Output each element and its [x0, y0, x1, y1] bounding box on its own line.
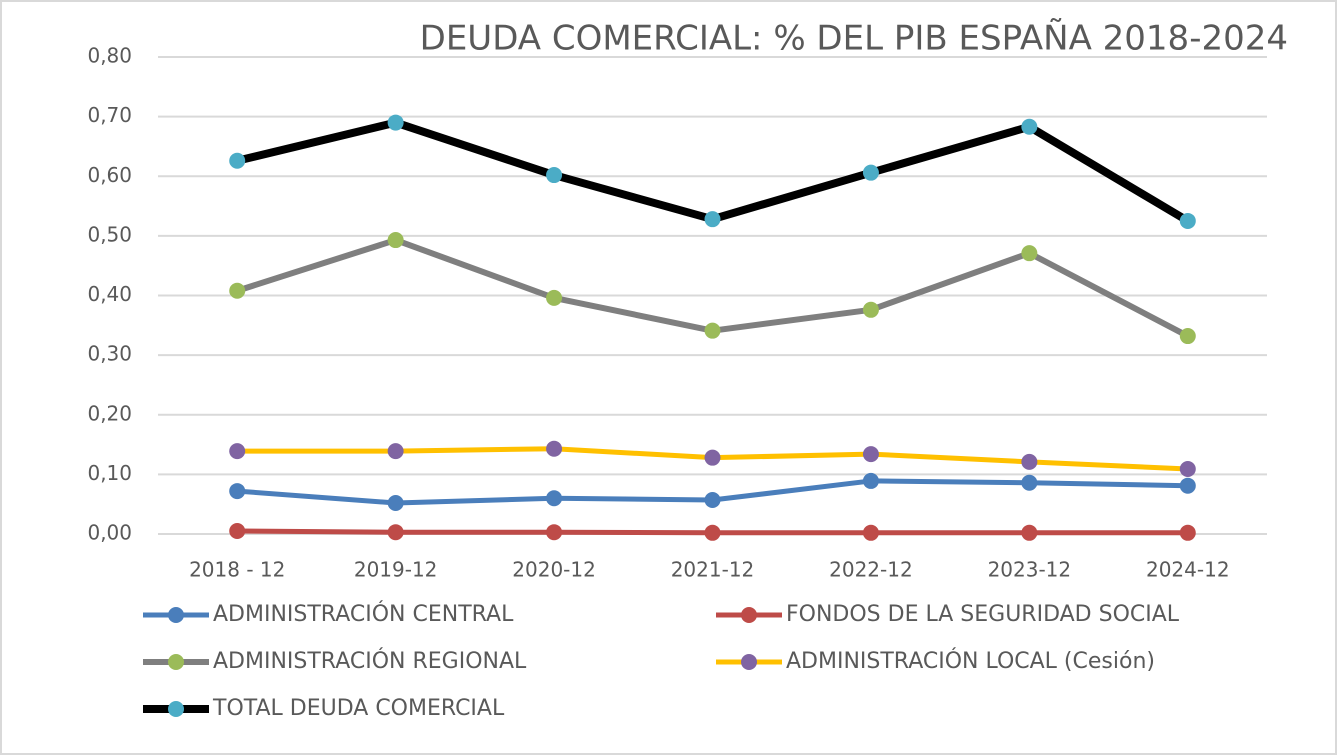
marker	[704, 322, 721, 339]
marker	[229, 443, 246, 460]
marker	[1179, 524, 1196, 541]
legend-item: TOTAL DEUDA COMERCIAL	[143, 696, 505, 721]
y-tick-label: 0,40	[87, 282, 132, 306]
marker	[229, 483, 246, 500]
y-tick-label: 0,70	[87, 103, 132, 127]
y-tick-label: 0,50	[87, 222, 132, 246]
marker	[704, 211, 721, 228]
legend-item: ADMINISTRACIÓN REGIONAL	[143, 648, 527, 674]
marker	[229, 152, 246, 169]
marker	[546, 440, 563, 457]
x-tick-label: 2022-12	[829, 558, 913, 582]
y-tick-label: 0,00	[87, 521, 132, 545]
marker	[862, 164, 879, 181]
x-tick-label: 2020-12	[512, 558, 596, 582]
marker	[546, 167, 563, 184]
marker	[862, 301, 879, 318]
x-tick-label: 2024-12	[1146, 558, 1230, 582]
marker	[704, 524, 721, 541]
y-tick-label: 0,10	[87, 461, 132, 485]
x-tick-label: 2018 - 12	[189, 558, 285, 582]
chart-title: DEUDA COMERCIAL: % DEL PIB ESPAÑA 2018-2…	[420, 19, 1288, 59]
marker	[862, 472, 879, 489]
legend-marker	[741, 607, 757, 623]
marker	[229, 282, 246, 299]
marker	[387, 232, 404, 249]
x-tick-label: 2019-12	[354, 558, 438, 582]
marker	[387, 494, 404, 511]
marker	[1021, 118, 1038, 135]
legend-marker	[168, 607, 184, 623]
y-tick-label: 0,60	[87, 163, 132, 187]
marker	[229, 523, 246, 540]
legend-item: FONDOS DE LA SEGURIDAD SOCIAL	[716, 602, 1180, 627]
marker	[387, 443, 404, 460]
marker	[1021, 474, 1038, 491]
legend-label: FONDOS DE LA SEGURIDAD SOCIAL	[786, 602, 1180, 627]
legend-marker	[168, 654, 184, 670]
legend-marker	[741, 654, 757, 670]
legend-item: ADMINISTRACIÓN CENTRAL	[143, 601, 514, 627]
y-tick-label: 0,30	[87, 342, 132, 366]
marker	[1179, 477, 1196, 494]
y-tick-label: 0,20	[87, 401, 132, 425]
marker	[1021, 453, 1038, 470]
marker	[546, 490, 563, 507]
legend-item: ADMINISTRACIÓN LOCAL (Cesión)	[716, 648, 1155, 674]
marker	[704, 492, 721, 509]
legend-label: ADMINISTRACIÓN LOCAL (Cesión)	[786, 648, 1155, 674]
marker	[1179, 328, 1196, 345]
marker	[704, 449, 721, 466]
legend-marker	[168, 701, 184, 717]
x-tick-label: 2023-12	[988, 558, 1072, 582]
marker	[1021, 524, 1038, 541]
legend-label: ADMINISTRACIÓN CENTRAL	[213, 601, 514, 627]
legend-label: ADMINISTRACIÓN REGIONAL	[213, 648, 527, 674]
marker	[546, 524, 563, 541]
marker	[1021, 245, 1038, 262]
marker	[1179, 212, 1196, 229]
marker	[862, 524, 879, 541]
marker	[546, 289, 563, 306]
marker	[1179, 461, 1196, 478]
legend-label: TOTAL DEUDA COMERCIAL	[212, 696, 505, 721]
marker	[387, 524, 404, 541]
marker	[862, 446, 879, 463]
x-tick-label: 2021-12	[671, 558, 755, 582]
marker	[387, 114, 404, 131]
y-tick-label: 0,80	[87, 44, 132, 68]
